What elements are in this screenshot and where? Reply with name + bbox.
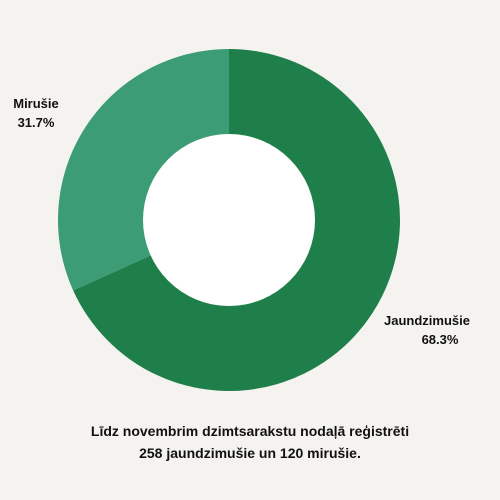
slice-label-jaundzimusie-name: Jaundzimušie [384,313,470,328]
caption-line-2: 258 jaundzimušie un 120 mirušie. [139,445,361,461]
chart-caption: Līdz novembrim dzimtsarakstu nodaļā reģi… [20,420,480,464]
slice-label-mirusie-name: Mirušie [13,96,59,111]
donut-hole [143,134,315,306]
caption-line-1: Līdz novembrim dzimtsarakstu nodaļā reģi… [90,423,410,439]
slice-label-jaundzimusie-percent: 68.3% [422,332,459,347]
slice-labels: Jaundzimušie 68.3% Mirušie 31.7% [13,96,470,347]
slice-label-mirusie-percent: 31.7% [18,115,55,130]
